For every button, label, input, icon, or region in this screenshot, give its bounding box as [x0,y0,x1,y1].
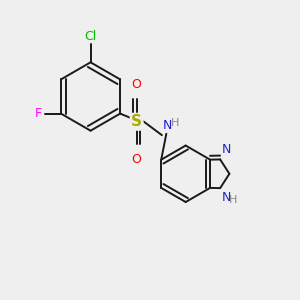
Text: N: N [222,191,231,204]
Text: Cl: Cl [84,30,97,43]
Text: N: N [162,119,172,132]
Text: O: O [132,153,142,166]
Text: H: H [229,195,238,205]
Text: N: N [222,143,231,157]
Text: F: F [35,107,42,120]
Text: H: H [170,118,179,128]
Text: O: O [132,78,142,91]
Text: S: S [131,114,142,129]
